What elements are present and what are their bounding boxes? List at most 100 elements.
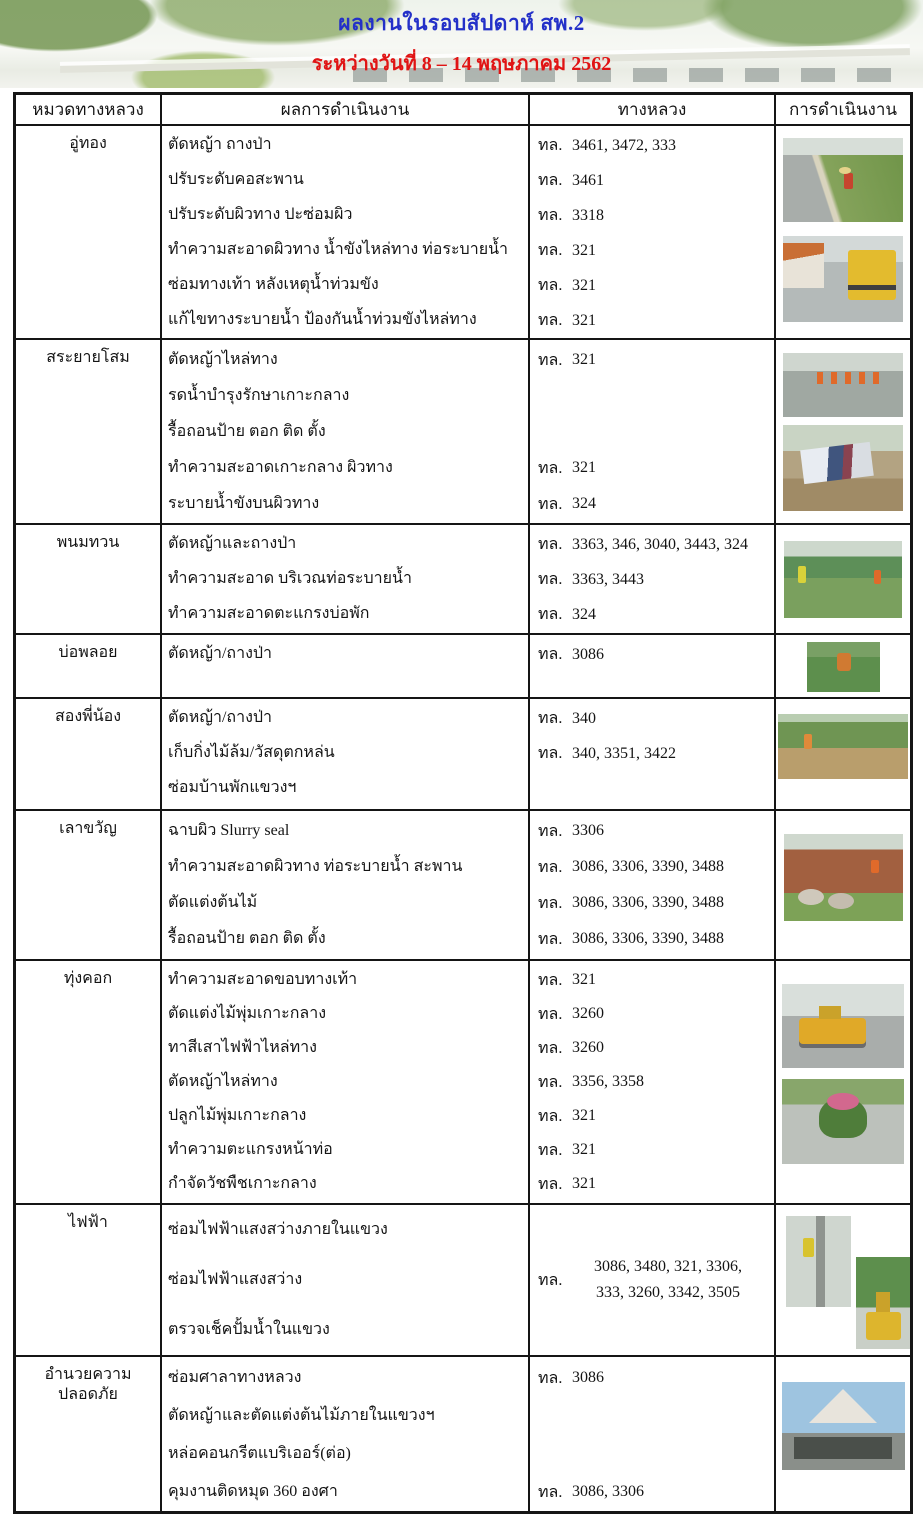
task-text: ทำความสะอาด บริเวณท่อระบายน้ำ [168,570,412,588]
highway-numbers: 3086, 3306 [572,1483,644,1500]
highway-numbers: 3356, 3358 [572,1073,644,1090]
tree-grove-cleanup-photo [778,714,908,779]
highway-cell: ทล. 3461, 3472, 333 ทล. 3461 ทล. 3318 ทล. 321 ทล… [530,126,776,338]
task-line: ปรับระดับคอสะพาน [168,163,528,198]
district-name: สองพี่น้อง [54,708,122,725]
highway-numbers: 3086, 3306, 3390, 3488 [572,894,724,911]
highway-prefix: ทล. [538,1175,563,1193]
column-header-highway: ทางหลวง [530,95,776,126]
highway-line: ทล. 324 [538,597,774,632]
task-line: กำจัดวัชพืชเกาะกลาง [168,1167,528,1201]
district-cell: เลาขวัญ [16,811,162,959]
task-line: ตัดแต่งต้นไม้ [168,885,528,921]
highway-line: ทล. 321 [538,963,774,997]
highway-prefix: ทล. [538,894,563,912]
photos-cell [776,635,910,697]
highway-numbers: 340, 3351, 3422 [572,744,676,762]
highway-numbers: 3461 [572,171,604,189]
grass-cutting-small-photo [806,642,880,692]
task-line: ระบายน้ำขังบนผิวทาง [168,486,528,522]
highway-line: ทล. 321 [538,233,774,268]
highway-line: ทล. 3086 [538,1359,774,1397]
highway-numbers: 324 [572,605,596,623]
highway-numbers: 321 [572,351,596,368]
bucket-truck-photo [856,1257,910,1349]
task-text: ระบายน้ำขังบนผิวทาง [168,494,320,512]
photos-cell [776,961,910,1203]
task-text: ตรวจเช็คปั้มน้ำในแขวง [168,1320,330,1338]
banner-photo: ผลงานในรอบสัปดาห์ สพ.2 ระหว่างวันที่ 8 –… [0,0,923,88]
highway-cell: ทล. 3306 ทล. 3086, 3306, 3390, 3488 ทล. 3086,… [530,811,776,959]
task-line: ทำความตะแกรงหน้าท่อ [168,1133,528,1167]
task-line: ทำความสะอาดขอบทางเท้า [168,963,528,997]
district-name: อำนวยความปลอดภัย [44,1366,132,1403]
highway-line: ทล. 321 [538,1133,774,1167]
highway-numbers: 3086 [572,645,604,663]
column-header-district: หมวดทางหลวง [16,95,162,126]
report-table: หมวดทางหลวง ผลการดำเนินงาน ทางหลวง การดำ… [13,92,913,1514]
highway-pavilion-repair-photo [781,1382,905,1470]
task-line: ซ่อมไฟฟ้าแสงสว่างภายในแขวง [168,1205,528,1255]
task-line: ทำความสะอาดผิวทาง น้ำขังไหล่ทาง ท่อระบาย… [168,233,528,268]
task-text: ทำความสะอาดตะแกรงบ่อพัก [168,605,370,623]
section-row: เลาขวัญ ฉาบผิว Slurry seal ทำความสะอาดผิวท… [16,811,910,961]
highway-cell: ทล. 340 ทล. 340, 3351, 3422 [530,699,776,809]
highway-prefix: ทล. [538,351,563,369]
highway-cell: ทล. 321 ทล. 3260 ทล. 3260 ทล. 3356, 3358 ทล. 321 ท… [530,961,776,1203]
tasks-cell: ซ่อมไฟฟ้าแสงสว่างภายในแขวงซ่อมไฟฟ้าแสงสว… [162,1205,530,1355]
highway-numbers: 321 [572,459,596,476]
sign-banner-removal-photo [783,425,903,511]
task-text: เก็บกิ่งไม้ล้ม/วัสดุตกหล่น [168,744,335,762]
task-text: ซ่อมศาลาทางหลวง [168,1368,302,1386]
task-text: ทาสีเสาไฟฟ้าไหล่ทาง [168,1038,317,1056]
task-text: ทำความตะแกรงหน้าท่อ [168,1140,333,1158]
highway-line [538,1397,774,1435]
highway-line: ทล. 3260 [538,1031,774,1065]
section-row: สองพี่น้อง ตัดหญ้า/ถางป่า เก็บกิ่งไม้ล้ม/ว… [16,699,910,811]
district-name: ไฟฟ้า [68,1214,108,1231]
highway-prefix: ทล. [538,1005,563,1023]
highway-numbers-line1: 3086, 3480, 321, 3306, [594,1258,742,1275]
highway-line: ทล. 3363, 346, 3040, 3443, 324 [538,527,774,562]
task-text: ทำความสะอาดขอบทางเท้า [168,970,358,988]
page-subtitle: ระหว่างวันที่ 8 – 14 พฤษภาคม 2562 [311,53,612,75]
task-line: ตัดหญ้าไหล่ทาง [168,342,528,378]
highway-prefix: ทล. [538,646,563,663]
task-text: ปรับระดับผิวทาง ปะซ่อมผิว [168,206,353,224]
highway-numbers: 3461, 3472, 333 [572,136,676,154]
highway-numbers: 3363, 3443 [572,570,644,588]
task-line: เก็บกิ่งไม้ล้ม/วัสดุตกหล่น [168,736,528,771]
task-line: ทำความสะอาด บริเวณท่อระบายน้ำ [168,562,528,597]
photos-cell [776,811,910,959]
field-grass-cutting-photo [784,541,902,618]
highway-prefix: ทล. [538,172,563,189]
highway-numbers: 3318 [572,206,604,224]
highway-numbers: 3260 [572,1039,604,1056]
highway-numbers: 340 [572,709,596,727]
highway-prefix: ทล. [538,822,563,840]
highway-line: ทล. 3086 [538,637,774,672]
tasks-cell: ทำความสะอาดขอบทางเท้าตัดแต่งไม้พุ่มเกาะก… [162,961,530,1203]
highway-line: ทล. 324 [538,486,774,522]
highway-line [538,771,774,806]
highway-prefix: ทล. [538,710,563,727]
highway-prefix: ทล. [538,745,563,762]
tasks-cell: ตัดหญ้าและถางป่า ทำความสะอาด บริเวณท่อระบ… [162,525,530,633]
task-text: ซ่อมไฟฟ้าแสงสว่าง [168,1270,303,1288]
task-line: คุมงานติดหมุด 360 องศา [168,1473,528,1511]
tasks-cell: ตัดหญ้า/ถางป่า [162,635,530,697]
district-name: ทุ่งคอก [63,970,113,987]
task-text: ตัดแต่งไม้พุ่มเกาะกลาง [168,1004,327,1022]
electric-pole-repair-photo [786,1216,851,1307]
highway-numbers: 3086 [572,1369,604,1386]
highway-line: ทล. 3086, 3306, 3390, 3488 [538,885,774,921]
tasks-cell: ซ่อมศาลาทางหลวง ตัดหญ้าและตัดแต่งต้นไม้ภา… [162,1357,530,1511]
section-row: อำนวยความปลอดภัย ซ่อมศาลาทางหลวง ตัดหญ้าแล… [16,1357,910,1511]
highway-prefix: ทล. [538,606,563,623]
highway-cell: ทล. 3363, 346, 3040, 3443, 324 ทล. 3363, 34… [530,525,776,633]
photos-cell [776,1205,910,1355]
highway-prefix: ทล. [538,1073,563,1091]
task-line: ซ่อมไฟฟ้าแสงสว่าง [168,1255,528,1305]
highway-prefix: ทล. [538,495,563,513]
